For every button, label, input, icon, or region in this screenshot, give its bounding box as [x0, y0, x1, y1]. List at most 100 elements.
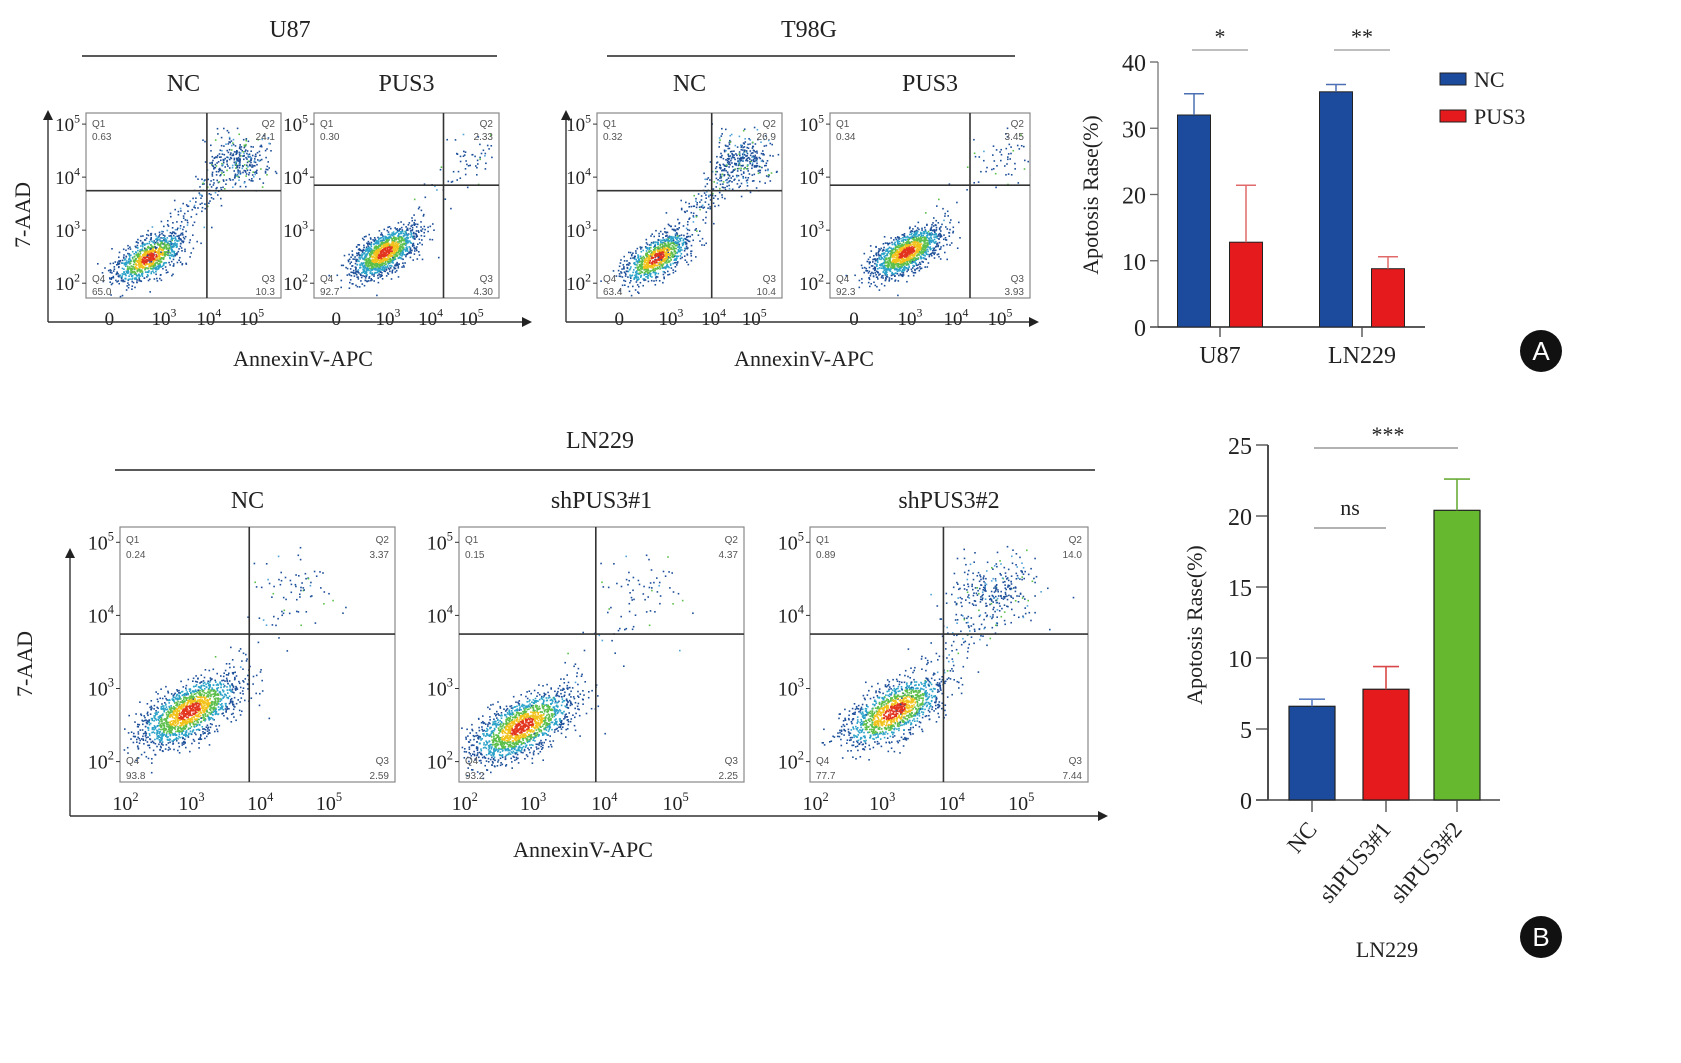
- cell-dot: [363, 244, 365, 247]
- cell-dot: [721, 154, 723, 157]
- cell-dot: [462, 155, 465, 157]
- cell-dot: [158, 252, 160, 254]
- cell-dot: [416, 223, 419, 226]
- cell-dot: [365, 254, 368, 257]
- cell-dot: [931, 224, 933, 226]
- cell-dot: [707, 177, 710, 179]
- cell-dot: [874, 260, 877, 262]
- cell-dot: [762, 160, 765, 163]
- cell-dot: [882, 277, 884, 279]
- cell-dot: [409, 230, 412, 232]
- cell-dot: [377, 247, 379, 249]
- cell-dot: [672, 262, 674, 265]
- cell-dot: [112, 270, 115, 272]
- cell-dot: [670, 248, 672, 250]
- cell-dot: [155, 267, 158, 269]
- cell-dot: [879, 273, 881, 275]
- cell-dot: [349, 279, 352, 281]
- cell-dot: [251, 164, 253, 166]
- cell-dot: [373, 243, 375, 246]
- cell-dot: [756, 128, 759, 131]
- cell-dot: [674, 234, 677, 237]
- cell-dot: [623, 267, 625, 269]
- cell-dot: [736, 167, 739, 170]
- cell-dot: [929, 229, 932, 231]
- cell-dot: [684, 211, 687, 214]
- cell-dot: [701, 244, 703, 246]
- cell-dot: [143, 260, 145, 262]
- cell-dot: [761, 166, 763, 169]
- cell-dot: [185, 230, 187, 233]
- cell-dot: [388, 233, 391, 236]
- cell-dot: [242, 138, 245, 141]
- cell-dot: [125, 274, 127, 277]
- cell-dot: [151, 226, 154, 228]
- cell-dot: [694, 229, 696, 231]
- cell-dot: [178, 248, 180, 250]
- cell-dot: [900, 240, 903, 242]
- cell-dot: [402, 247, 405, 249]
- cell-dot: [154, 250, 156, 252]
- cell-dot: [654, 267, 656, 270]
- cell-dot: [383, 256, 385, 258]
- cell-dot: [747, 147, 750, 149]
- cell-dot: [157, 267, 160, 270]
- cell-dot: [150, 263, 153, 265]
- cell-dot: [151, 247, 154, 249]
- cell-dot: [118, 275, 120, 278]
- cell-dot: [895, 263, 898, 265]
- cell-dot: [464, 173, 467, 176]
- cell-dot: [235, 153, 237, 156]
- cell-dot: [148, 254, 151, 256]
- cell-dot: [221, 149, 223, 152]
- cell-dot: [387, 233, 389, 236]
- cell-dot: [173, 263, 175, 265]
- cell-dot: [186, 221, 189, 224]
- cell-dot: [169, 252, 172, 254]
- cell-dot: [375, 252, 378, 254]
- cell-dot: [715, 177, 718, 180]
- cell-dot: [131, 277, 134, 280]
- cell-dot: [389, 245, 392, 248]
- cell-dot: [658, 253, 661, 256]
- cell-dot: [705, 197, 707, 199]
- cell-dot: [369, 268, 372, 270]
- cell-dot: [348, 258, 351, 261]
- cell-dot: [662, 249, 665, 252]
- cell-dot: [226, 156, 228, 158]
- cell-dot: [946, 228, 949, 230]
- cell-dot: [659, 268, 661, 270]
- cell-dot: [618, 275, 621, 277]
- cell-dot: [743, 172, 745, 174]
- cell-dot: [163, 247, 165, 250]
- cell-dot: [399, 239, 401, 242]
- cell-dot: [863, 271, 865, 274]
- cell-dot: [358, 254, 361, 257]
- scatter-points: [97, 127, 278, 298]
- cell-dot: [134, 259, 137, 261]
- cell-dot: [223, 153, 226, 156]
- cell-dot: [661, 267, 663, 269]
- cell-dot: [888, 242, 891, 245]
- cell-dot: [385, 242, 388, 245]
- cell-dot: [675, 241, 678, 244]
- cell-dot: [728, 143, 731, 146]
- cell-dot: [259, 154, 261, 157]
- cell-dot: [174, 243, 176, 245]
- cell-dot: [153, 245, 155, 248]
- cell-dot: [167, 271, 169, 273]
- cell-dot: [740, 173, 743, 176]
- cell-dot: [159, 263, 161, 265]
- cell-dot: [242, 171, 244, 174]
- cell-dot: [377, 274, 379, 277]
- cell-dot: [240, 146, 243, 148]
- cell-dot: [127, 286, 130, 289]
- cell-dot: [385, 259, 388, 261]
- cell-dot: [147, 256, 149, 259]
- cell-dot: [210, 186, 213, 188]
- cell-dot: [119, 261, 121, 263]
- cell-dot: [183, 212, 186, 215]
- cell-dot: [423, 231, 425, 234]
- cell-dot: [666, 239, 668, 242]
- cell-dot: [164, 235, 166, 237]
